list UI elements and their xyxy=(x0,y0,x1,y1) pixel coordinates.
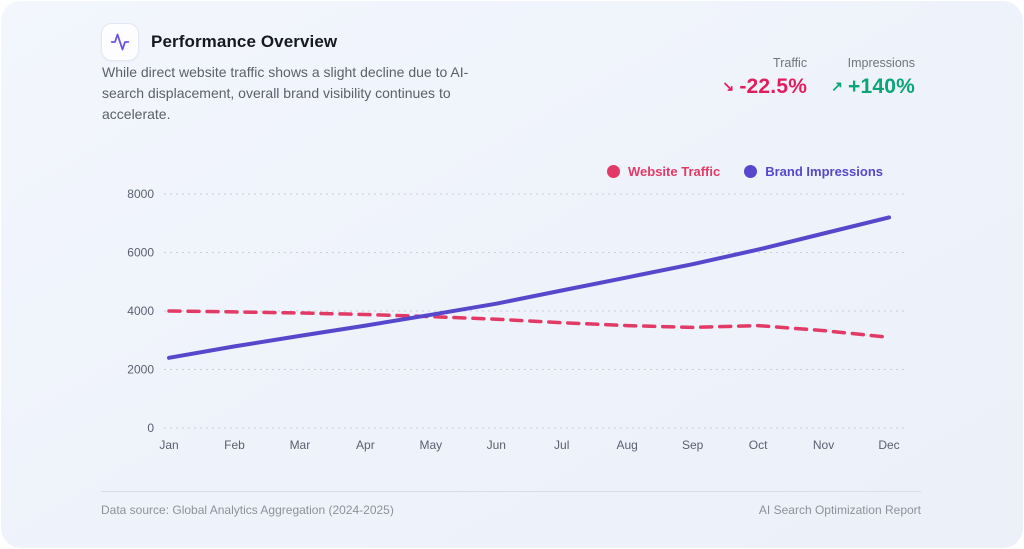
svg-text:Dec: Dec xyxy=(878,438,899,452)
stat-traffic-value: -22.5% xyxy=(739,75,808,98)
svg-text:Nov: Nov xyxy=(813,438,834,452)
svg-text:Aug: Aug xyxy=(617,438,638,452)
chart-legend: Website Traffic Brand Impressions xyxy=(607,164,883,179)
stat-traffic-value-row: ↘ -22.5% xyxy=(722,75,807,99)
svg-text:2000: 2000 xyxy=(127,363,154,377)
legend-label-website-traffic: Website Traffic xyxy=(628,164,721,179)
stat-impressions-value: +140% xyxy=(848,75,915,98)
svg-text:Mar: Mar xyxy=(290,438,311,452)
stat-impressions-label: Impressions xyxy=(847,56,915,70)
svg-text:Feb: Feb xyxy=(224,438,245,452)
legend-item-website-traffic[interactable]: Website Traffic xyxy=(607,164,720,179)
arrow-up-right-icon: ↗ xyxy=(831,78,844,94)
stat-impressions-value-row: ↗ +140% xyxy=(831,75,915,99)
legend-dot-brand-impressions xyxy=(744,165,758,178)
stat-traffic: Traffic ↘ -22.5% xyxy=(722,56,807,99)
svg-text:Oct: Oct xyxy=(749,438,768,452)
svg-text:0: 0 xyxy=(147,421,154,435)
svg-text:Jun: Jun xyxy=(487,438,506,452)
chart-area: 0 2000 4000 6000 8000 Jan Feb Mar Apr May Jun Jul Au… xyxy=(96,187,926,467)
footer: Data source: Global Analytics Aggregatio… xyxy=(101,491,921,517)
svg-text:8000: 8000 xyxy=(127,187,154,201)
svg-text:Jul: Jul xyxy=(554,438,569,452)
svg-text:Jan: Jan xyxy=(159,438,178,452)
arrow-down-right-icon: ↘ xyxy=(722,78,735,94)
page-subtitle: While direct website traffic shows a sli… xyxy=(102,64,469,122)
activity-pulse-glyph xyxy=(110,33,130,51)
svg-text:Sep: Sep xyxy=(682,438,704,452)
legend-dot-website-traffic xyxy=(607,165,620,178)
stats-summary: Traffic ↘ -22.5% Impressions ↗ +140% xyxy=(722,56,915,99)
performance-chart: 0 2000 4000 6000 8000 Jan Feb Mar Apr May Jun Jul Au… xyxy=(127,187,907,452)
svg-text:6000: 6000 xyxy=(127,246,154,260)
page-title: Performance Overview xyxy=(151,32,338,51)
activity-pulse-icon xyxy=(101,23,139,61)
svg-text:May: May xyxy=(419,438,442,452)
footer-report-name: AI Search Optimization Report xyxy=(758,503,921,517)
stat-impressions: Impressions ↗ +140% xyxy=(831,56,915,99)
svg-text:4000: 4000 xyxy=(127,304,154,318)
footer-data-source: Data source: Global Analytics Aggregatio… xyxy=(101,503,394,517)
legend-label-brand-impressions: Brand Impressions xyxy=(765,164,883,179)
svg-text:Apr: Apr xyxy=(356,438,375,452)
legend-item-brand-impressions[interactable]: Brand Impressions xyxy=(744,164,883,179)
stat-traffic-label: Traffic xyxy=(773,56,808,70)
